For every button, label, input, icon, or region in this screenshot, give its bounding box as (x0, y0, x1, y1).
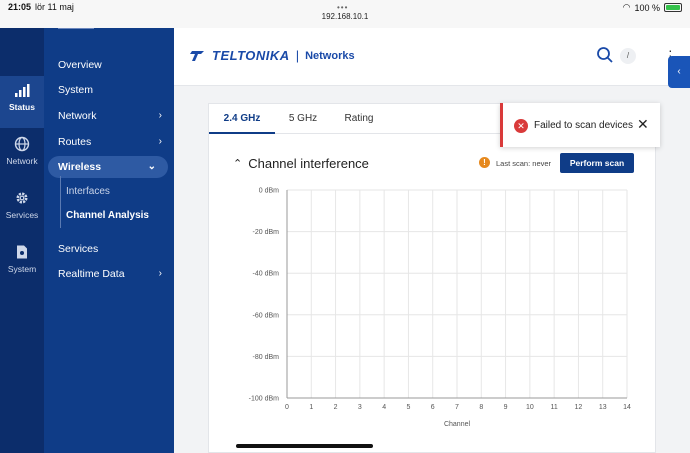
x-tick-label: 8 (479, 404, 483, 411)
x-tick-label: 9 (504, 404, 508, 411)
channel-interference-chart: 0 1 2 3 4 5 6 7 8 9 10 11 12 13 140 dBm-20 dBm-40 dBm-… (249, 188, 631, 429)
rail-label-services: Services (5, 210, 39, 220)
battery-percent: 100 % (634, 2, 660, 13)
sidebar-item-label: Routes (58, 136, 92, 148)
gear-icon (16, 192, 28, 204)
rail-item-status[interactable]: Status (0, 76, 44, 128)
x-tick-label: 11 (551, 404, 558, 411)
x-tick-label: 7 (455, 404, 459, 411)
tab-5-ghz[interactable]: 5 GHz (288, 113, 318, 124)
sidebar-item-wireless[interactable]: Wireless ⌄ (48, 156, 168, 178)
y-tick-label: -100 dBm (249, 396, 280, 403)
x-tick-label: 6 (431, 404, 435, 411)
battery-icon (664, 3, 682, 12)
teltonika-logo[interactable]: TELTONIKA | Networks (190, 48, 355, 63)
last-scan-text: Last scan: never (496, 159, 552, 168)
x-tick-label: 5 (406, 404, 410, 411)
globe-icon (14, 136, 30, 152)
address-bar[interactable]: 192.168.10.1 (321, 12, 369, 21)
status-icons: ◠ 100 % (623, 2, 682, 13)
chevron-down-icon: ⌄ (147, 161, 156, 172)
sidebar-item-label: Network (58, 110, 97, 122)
chevron-right-icon: › (158, 136, 162, 147)
x-tick-label: 12 (575, 404, 583, 411)
top-header: TELTONIKA | Networks / ··· (174, 28, 690, 86)
search-shortcut-badge: / (620, 48, 636, 64)
home-indicator (236, 444, 373, 448)
section-title: Channel interference (248, 156, 369, 171)
toast-message: Failed to scan devices (534, 120, 633, 131)
divider: | (295, 48, 300, 63)
divider (58, 28, 94, 29)
teltonika-mark-icon (190, 50, 204, 61)
x-tick-label: 2 (334, 404, 338, 411)
x-axis-label: Channel (444, 421, 471, 428)
rail-label-network: Network (6, 156, 38, 166)
rail-label-status: Status (9, 102, 35, 112)
x-tick-label: 10 (526, 404, 534, 411)
search-icon[interactable] (596, 46, 614, 64)
submenu-guide-line (60, 176, 61, 228)
date: lör 11 maj (35, 2, 74, 12)
y-tick-label: -80 dBm (253, 354, 280, 361)
wifi-icon: ◠ (622, 2, 631, 12)
sidebar-item-routes[interactable]: Routes › (44, 131, 174, 153)
rail-item-services[interactable]: Services (0, 184, 44, 236)
rail-item-network[interactable]: Network (0, 130, 44, 182)
brand-name: TELTONIKA (212, 48, 290, 63)
rail-item-system[interactable]: System (0, 238, 44, 290)
icon-rail: Status Network Services System (0, 28, 44, 453)
y-tick-label: -60 dBm (253, 312, 280, 319)
x-tick-label: 0 (285, 404, 289, 411)
chevron-right-icon: › (158, 110, 162, 121)
side-panel-toggle[interactable]: ‹ (668, 56, 690, 88)
sidebar-item-network[interactable]: Network › (44, 105, 174, 127)
sidebar-item-system[interactable]: System (58, 84, 94, 96)
perform-scan-button[interactable]: Perform scan (560, 153, 634, 173)
x-tick-label: 3 (358, 404, 362, 411)
signal-bars-icon (15, 84, 30, 97)
tab-rating[interactable]: Rating (344, 113, 374, 124)
x-tick-label: 14 (623, 404, 631, 411)
y-tick-label: 0 dBm (259, 188, 279, 195)
x-tick-label: 13 (599, 404, 607, 411)
band-tabs: 2.4 GHz 5 GHz Rating (209, 104, 657, 134)
channel-analysis-card: 2.4 GHz 5 GHz Rating ⌃ Channel interfere… (208, 103, 657, 453)
x-tick-label: 1 (309, 404, 313, 411)
sidebar-item-label: Realtime Data (58, 268, 125, 280)
rail-label-system: System (7, 264, 37, 274)
product-name: Networks (305, 49, 355, 62)
ios-status-bar: 21:05 lör 11 maj ••• 192.168.10.1 ◠ 100 … (0, 0, 690, 28)
x-tick-label: 4 (382, 404, 386, 411)
sidebar-item-realtime-data[interactable]: Realtime Data › (44, 263, 174, 285)
error-x-icon: ✕ (514, 119, 528, 133)
warning-icon: ! (479, 157, 490, 168)
sidebar-menu: Overview System Network › Routes › Wirel… (44, 28, 174, 453)
sidebar-subitem-interfaces[interactable]: Interfaces (66, 186, 110, 197)
y-tick-label: -40 dBm (253, 271, 280, 278)
chevron-up-icon: ⌃ (233, 158, 243, 170)
tab-2-4-ghz[interactable]: 2.4 GHz (209, 104, 275, 134)
sidebar-item-overview[interactable]: Overview (58, 59, 102, 71)
close-icon[interactable]: ✕ (637, 116, 649, 132)
chevron-left-icon: ‹ (677, 66, 681, 77)
multitask-dots-icon[interactable]: ••• (337, 3, 349, 12)
chevron-right-icon: › (158, 268, 162, 279)
section-header[interactable]: ⌃ Channel interference (233, 156, 369, 171)
sidebar-item-services[interactable]: Services (58, 243, 99, 255)
error-toast: ✕ Failed to scan devices ✕ (500, 103, 660, 147)
sidebar-item-label: Wireless (58, 161, 102, 173)
y-tick-label: -20 dBm (253, 229, 280, 236)
clock: 21:05 (8, 2, 32, 12)
sidebar-subitem-channel-analysis[interactable]: Channel Analysis (66, 210, 149, 221)
system-file-icon (17, 245, 27, 259)
